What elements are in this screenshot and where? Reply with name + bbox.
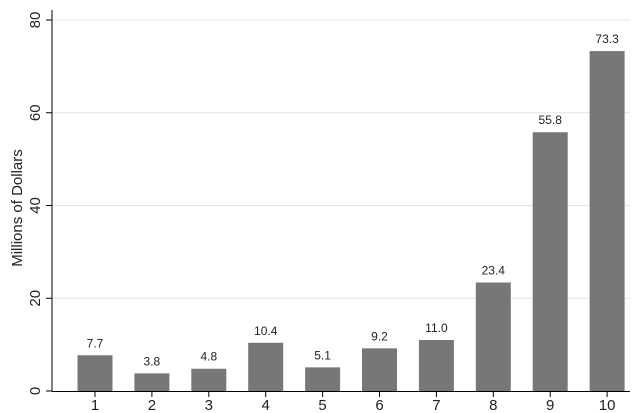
bar-3 <box>191 368 227 391</box>
bar-1 <box>77 355 113 391</box>
y-axis-title: Millions of Dollars <box>9 149 26 267</box>
y-tick-label-40: 40 <box>27 197 44 214</box>
bar-5 <box>305 367 341 391</box>
data-label-3: 4.8 <box>200 350 217 364</box>
data-label-1: 7.7 <box>87 336 104 350</box>
data-label-10: 73.3 <box>595 32 619 46</box>
x-tick-label-5: 5 <box>318 397 326 413</box>
axes: 0 20 40 60 80 1 2 3 4 5 6 7 8 9 10 <box>27 10 630 413</box>
bar-8 <box>475 282 511 391</box>
data-label-4: 10.4 <box>254 324 278 338</box>
data-label-5: 5.1 <box>314 348 331 362</box>
x-tick-label-7: 7 <box>432 397 440 413</box>
bar-2 <box>134 373 170 391</box>
bar-6 <box>362 348 397 391</box>
x-tick-label-3: 3 <box>205 397 213 413</box>
x-tick-label-9: 9 <box>546 397 554 413</box>
bar-4 <box>248 342 284 391</box>
bar-10 <box>589 51 625 391</box>
data-labels: 7.7 3.8 4.8 10.4 5.1 9.2 11.0 23.4 55.8 73.3 <box>87 32 619 368</box>
x-tick-label-10: 10 <box>599 397 616 413</box>
x-tick-label-2: 2 <box>148 397 156 413</box>
data-label-2: 3.8 <box>144 354 161 368</box>
data-label-9: 55.8 <box>539 113 563 127</box>
x-tick-label-8: 8 <box>489 397 497 413</box>
data-label-7: 11.0 <box>425 321 448 335</box>
bars <box>77 51 625 392</box>
bar-9 <box>532 132 568 392</box>
y-tick-label-80: 80 <box>27 12 44 29</box>
data-label-6: 9.2 <box>371 329 388 343</box>
x-tick-label-6: 6 <box>375 397 383 413</box>
data-label-8: 23.4 <box>482 263 506 277</box>
x-tick-label-1: 1 <box>91 397 99 413</box>
x-tick-label-4: 4 <box>262 397 270 413</box>
bar-7 <box>418 339 454 391</box>
y-tick-label-60: 60 <box>27 104 44 121</box>
y-tick-label-20: 20 <box>27 290 44 307</box>
y-tick-label-0: 0 <box>27 387 44 395</box>
